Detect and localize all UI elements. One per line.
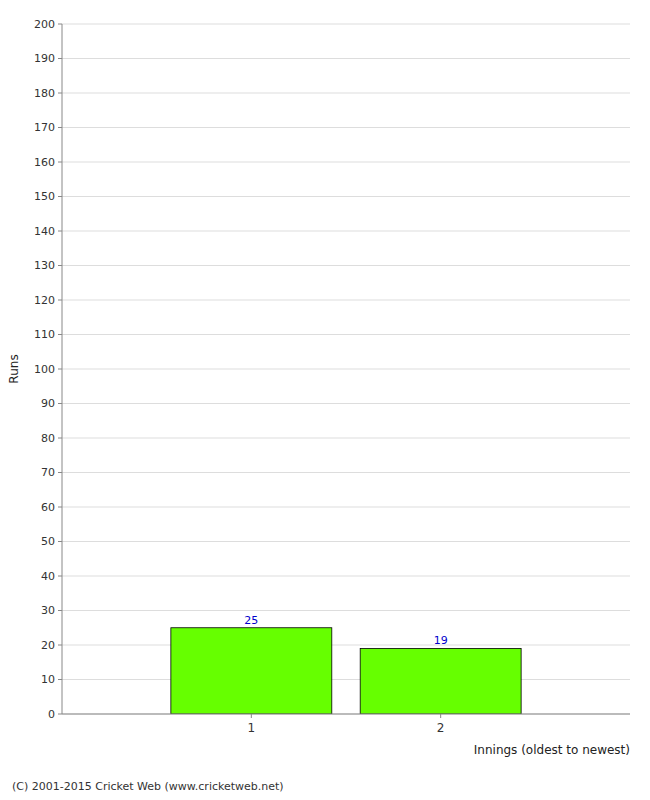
grid-line <box>62 679 630 680</box>
y-tick-label: 30 <box>41 604 55 617</box>
grid-line <box>62 58 630 59</box>
grid-line <box>62 231 630 232</box>
y-tick <box>58 300 62 301</box>
bar <box>360 648 521 714</box>
y-tick-label: 100 <box>34 363 55 376</box>
grid-line <box>62 403 630 404</box>
y-tick <box>58 162 62 163</box>
y-tick-label: 140 <box>34 225 55 238</box>
grid-line <box>62 93 630 94</box>
y-tick <box>58 127 62 128</box>
grid <box>62 24 630 714</box>
data-label: 19 <box>434 634 448 647</box>
y-tick-label: 190 <box>34 52 55 65</box>
y-axis: 0 10 20 30 40 50 60 70 80 90 100 110 120 130 140 150 160… <box>34 18 62 721</box>
y-tick-label: 200 <box>34 18 55 31</box>
y-tick <box>58 438 62 439</box>
grid-line <box>62 24 630 25</box>
y-tick <box>58 576 62 577</box>
y-tick <box>58 610 62 611</box>
chart: 0 10 20 30 40 50 60 70 80 90 100 110 120 130 140 150 160… <box>0 0 650 800</box>
grid-line <box>62 714 630 715</box>
y-tick <box>58 265 62 266</box>
y-tick-label: 180 <box>34 87 55 100</box>
grid-line <box>62 438 630 439</box>
y-axis-label: Runs <box>7 354 21 383</box>
x-axis: 12 <box>248 714 445 735</box>
bars <box>171 628 521 714</box>
y-tick-label: 80 <box>41 432 55 445</box>
y-tick <box>58 24 62 25</box>
grid-line <box>62 334 630 335</box>
grid-line <box>62 162 630 163</box>
grid-line <box>62 300 630 301</box>
y-tick <box>58 507 62 508</box>
x-tick <box>440 714 441 718</box>
y-tick <box>58 334 62 335</box>
x-tick-label: 1 <box>248 721 256 735</box>
grid-line <box>62 472 630 473</box>
y-tick <box>58 231 62 232</box>
footer-text: (C) 2001-2015 Cricket Web (www.cricketwe… <box>12 780 284 793</box>
y-tick <box>58 93 62 94</box>
y-tick-label: 50 <box>41 535 55 548</box>
grid-line <box>62 265 630 266</box>
y-tick-label: 120 <box>34 294 55 307</box>
grid-line <box>62 645 630 646</box>
grid-line <box>62 507 630 508</box>
grid-line <box>62 369 630 370</box>
grid-line <box>62 541 630 542</box>
y-tick <box>58 714 62 715</box>
data-label: 25 <box>244 614 258 627</box>
data-labels: 25 19 <box>244 614 447 648</box>
x-tick <box>251 714 252 718</box>
y-tick <box>58 541 62 542</box>
y-tick-label: 110 <box>34 328 55 341</box>
y-tick <box>58 196 62 197</box>
y-tick-label: 90 <box>41 397 55 410</box>
grid-line <box>62 610 630 611</box>
y-tick-label: 60 <box>41 501 55 514</box>
y-tick-label: 160 <box>34 156 55 169</box>
y-tick <box>58 472 62 473</box>
y-tick <box>58 369 62 370</box>
chart-container: 0 10 20 30 40 50 60 70 80 90 100 110 120 130 140 150 160… <box>0 0 650 800</box>
y-tick-label: 0 <box>48 708 55 721</box>
y-axis-line <box>62 24 63 714</box>
y-tick-label: 150 <box>34 190 55 203</box>
x-axis-label: Innings (oldest to newest) <box>474 743 630 757</box>
grid-line <box>62 127 630 128</box>
y-tick <box>58 58 62 59</box>
grid-line <box>62 576 630 577</box>
y-tick-label: 170 <box>34 121 55 134</box>
x-tick-label: 2 <box>437 721 445 735</box>
y-tick-label: 20 <box>41 639 55 652</box>
bar <box>171 628 332 714</box>
y-tick <box>58 645 62 646</box>
y-tick-label: 40 <box>41 570 55 583</box>
y-tick <box>58 679 62 680</box>
y-tick <box>58 403 62 404</box>
y-tick-label: 70 <box>41 466 55 479</box>
grid-line <box>62 196 630 197</box>
x-axis-line <box>62 714 630 715</box>
y-tick-label: 10 <box>41 673 55 686</box>
y-tick-label: 130 <box>34 259 55 272</box>
